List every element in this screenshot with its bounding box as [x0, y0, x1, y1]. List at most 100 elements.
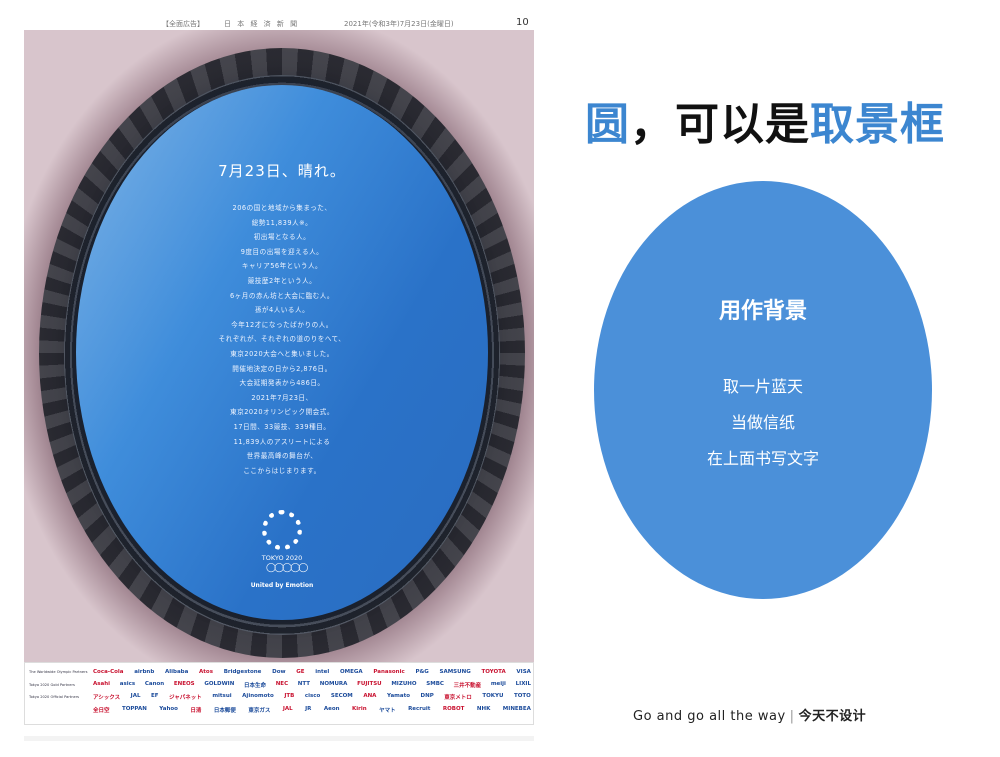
- sponsor-logo: mitsui: [212, 693, 232, 699]
- sponsor-logo: SMBC: [426, 680, 444, 687]
- sponsor-logo: ROBOT: [442, 705, 465, 712]
- sponsor-logo: Bridgestone: [223, 669, 262, 675]
- sponsor-logo: Aeon: [323, 705, 340, 712]
- ad-body-line: キャリア56年という人。: [241, 262, 323, 271]
- ad-body-line: 開催地決定の日から2,876日。: [232, 364, 332, 373]
- stadium-photo: 7月23日、晴れ。 206の国と地域から集まった、 総勢11,839人※。 初出場と…: [24, 30, 534, 662]
- sponsor-logo: Dow: [272, 669, 286, 675]
- oval-line: 在上面书写文字: [706, 449, 819, 468]
- title-part-viewfinder: 取景框: [810, 99, 945, 150]
- footer-separator: |: [789, 709, 795, 724]
- blue-oval: 用作背景 取一片蓝天 当做信纸 在上面书写文字: [594, 181, 932, 599]
- masthead-name: 日 本 経 済 新 聞: [224, 20, 300, 28]
- sponsor-logo: FUJITSU: [357, 680, 382, 687]
- emblem-text: TOKYO 2020: [261, 554, 303, 562]
- ad-body: 206の国と地域から集まった、 総勢11,839人※。 初出場となる人。 9度目の出場…: [154, 201, 410, 478]
- sponsor-logo: JAL: [282, 705, 293, 712]
- sponsor-row: Tokyo 2020 Gold Partners Asahi asics Canon E…: [29, 679, 531, 691]
- ad-body-line: 東京2020大会へと集いました。: [230, 349, 334, 358]
- sponsor-logo: Asahi: [93, 680, 111, 687]
- sponsor-logo: Ajinomoto: [242, 693, 274, 699]
- ad-body-line: 9度目の出場を迎える人。: [240, 247, 324, 256]
- sponsor-logo: Yahoo: [159, 705, 178, 712]
- sponsor-logo: MIZUHO: [391, 680, 417, 687]
- sponsor-logo: LIXIL: [515, 680, 531, 687]
- sponsor-row: The Worldwide Olympic Partners Coca-Cola a…: [29, 666, 531, 678]
- sponsor-logo: EF: [151, 693, 159, 699]
- sponsor-logo: NOMURA: [319, 680, 348, 687]
- title-part-middle: ，可以是: [630, 99, 810, 150]
- sponsor-logo: 全日空: [93, 707, 110, 714]
- sponsor-logo: NTT: [297, 680, 311, 687]
- footer-brand: 今天不设计: [798, 709, 867, 724]
- sponsor-logo: Kirin: [351, 705, 367, 712]
- ad-body-line: 今年12才になったばかりの人。: [231, 320, 333, 329]
- sponsor-category: Tokyo 2020 Gold Partners: [29, 682, 75, 687]
- ad-tagline: United by Emotion: [250, 582, 314, 589]
- sponsor-logo: Canon: [144, 680, 165, 687]
- sponsor-logo: GOLDWIN: [204, 680, 235, 687]
- ad-body-line: それぞれが、それぞれの道のりをへて、: [218, 335, 346, 344]
- sponsor-logo: アシックス: [93, 695, 121, 701]
- ad-body-line: 6ヶ月の赤ん坊と大会に臨む人。: [229, 291, 334, 300]
- sponsor-logo: cisco: [304, 693, 321, 699]
- ad-body-line: 初出場となる人。: [253, 233, 311, 242]
- sponsor-logo: ANA: [363, 693, 377, 699]
- ad-headline: 7月23日、晴れ。: [218, 162, 346, 180]
- ad-body-line: ここからはじまります。: [243, 466, 321, 475]
- sponsor-logo: Recruit: [408, 705, 431, 712]
- sponsor-logo: TOKYU: [482, 693, 504, 699]
- sponsor-logo: OMEGA: [340, 669, 363, 675]
- title-part-circle: 圆: [585, 99, 630, 150]
- sponsor-logo: Panasonic: [373, 669, 405, 675]
- sponsor-logo: P&G: [415, 669, 429, 675]
- ad-body-line: 17日間、33競技、339種目。: [233, 422, 331, 431]
- page-shadow: [24, 736, 534, 741]
- oval-line: 取一片蓝天: [722, 377, 803, 396]
- ad-body-line: 206の国と地域から集まった、: [232, 204, 332, 212]
- sponsor-logo: MINEBEA: [502, 705, 531, 712]
- ad-body-line: 大会延期発表から486日。: [239, 379, 325, 388]
- ad-body-line: 競技歴2年という人。: [247, 276, 317, 285]
- sponsor-logo: 三井不動産: [453, 682, 482, 689]
- sponsor-logo: 東京ガス: [248, 707, 271, 714]
- sponsor-row: Tokyo 2020 Official Partners アシックス JAL EF ジャ…: [29, 691, 531, 703]
- masthead-page: 10: [516, 17, 529, 28]
- sponsor-logo: meiji: [490, 680, 506, 687]
- sponsor-logo: airbnb: [134, 669, 155, 675]
- sponsor-logo: 東京メトロ: [444, 695, 472, 701]
- sponsor-category: The Worldwide Olympic Partners: [29, 670, 88, 674]
- sponsor-logo: Coca-Cola: [93, 669, 124, 675]
- sponsor-logo: ENEOS: [173, 680, 195, 687]
- sponsor-logo: VISA: [516, 669, 531, 675]
- footer-english: Go and go all the way: [633, 709, 786, 724]
- sponsor-logo: JAL: [130, 693, 141, 699]
- ad-body-line: 総勢11,839人※。: [251, 218, 313, 227]
- ad-body-line: 世界最高峰の舞台が、: [246, 452, 318, 461]
- sponsor-logo: Atos: [199, 669, 213, 675]
- sponsor-strip: The Worldwide Olympic Partners Coca-Cola a…: [24, 662, 534, 725]
- masthead-date: 2021年(令和3年)7月23日(金曜日): [344, 20, 454, 28]
- sponsor-logo: NEC: [275, 680, 289, 687]
- sponsor-logo: JR: [305, 705, 312, 712]
- sponsor-logo: intel: [315, 669, 330, 675]
- sponsor-logo: TOPPAN: [121, 705, 147, 712]
- sponsor-row: 全日空 TOPPAN Yahoo 日清 日本郵便 東京ガス JAL JR Aeon Kirin ヤマ…: [29, 704, 531, 716]
- sponsor-category: Tokyo 2020 Official Partners: [29, 695, 80, 699]
- oval-title: 用作背景: [718, 299, 807, 324]
- slide-footer: Go and go all the way | 今天不设计: [633, 705, 866, 724]
- sponsor-logo: NHK: [476, 705, 491, 712]
- sponsor-logo: TOYOTA: [481, 669, 506, 675]
- sponsor-logo: DNP: [420, 693, 434, 699]
- sponsor-logo: Yamato: [386, 693, 411, 699]
- sponsor-logo: 日本生命: [244, 682, 267, 689]
- ad-body-line: 2021年7月23日、: [251, 393, 313, 402]
- olympic-rings-icon: ◯◯◯◯◯: [266, 563, 308, 573]
- slide-title: 圆，可以是取景框: [560, 88, 970, 152]
- tokyo2020-emblem-icon: [262, 510, 302, 550]
- sponsor-logo: TOTO: [514, 693, 531, 699]
- ad-body-line: 東京2020オリンピック開会式。: [230, 408, 334, 417]
- newspaper-masthead: 【全面広告】 日 本 経 済 新 聞 2021年(令和3年)7月23日(金曜日)…: [24, 15, 534, 30]
- sponsor-logo: SAMSUNG: [439, 669, 471, 675]
- sponsor-logo: JTB: [284, 693, 295, 699]
